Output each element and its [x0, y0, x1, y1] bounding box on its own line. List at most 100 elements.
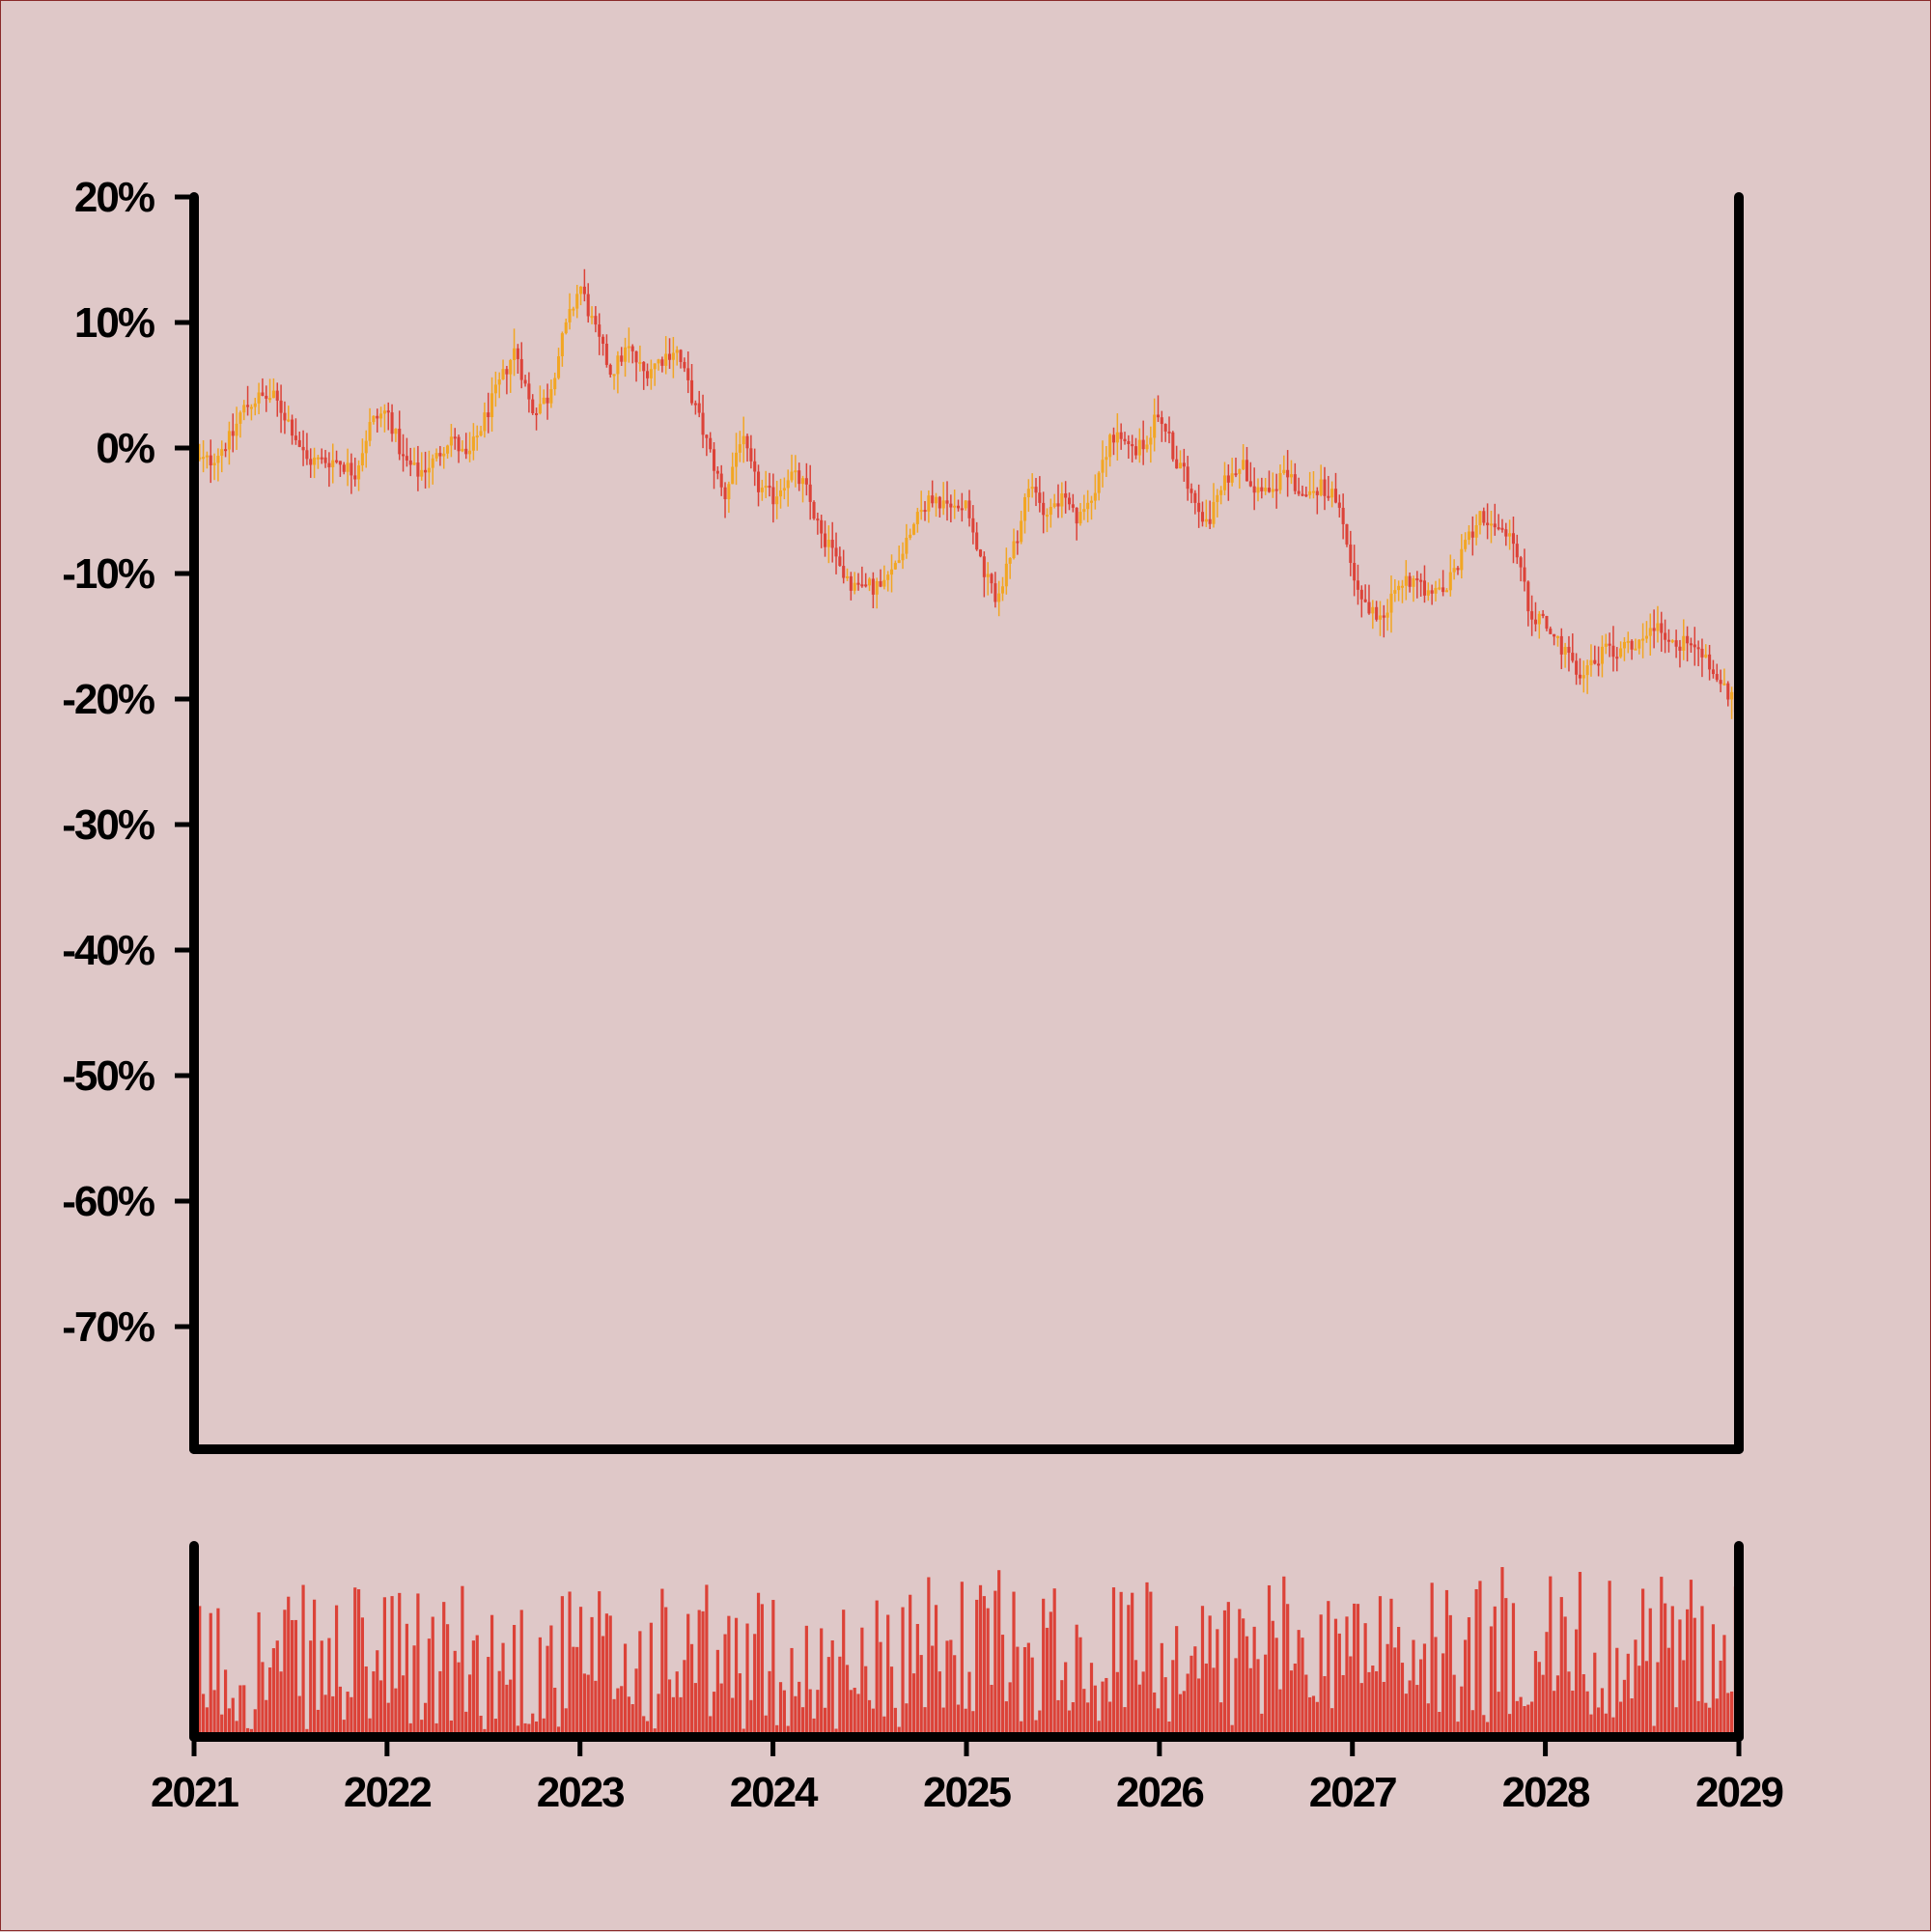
volume-bar — [1474, 1588, 1478, 1737]
candle-body — [768, 486, 771, 489]
candle-body — [202, 457, 206, 460]
candle-body — [731, 466, 735, 485]
candle-body — [283, 412, 287, 421]
volume-bar — [1670, 1606, 1674, 1737]
candle-body — [1415, 578, 1419, 581]
volume-bar — [812, 1718, 816, 1737]
candle-body — [653, 363, 657, 370]
volume-bar — [990, 1685, 993, 1737]
candle-body — [993, 583, 997, 602]
volume-bar — [1715, 1698, 1719, 1737]
volume-bar — [1686, 1609, 1690, 1737]
candle-body — [431, 458, 434, 468]
volume-bar — [905, 1703, 909, 1737]
volume-bar — [1153, 1692, 1157, 1737]
candle-body — [808, 484, 812, 502]
volume-bar — [442, 1602, 446, 1737]
candle-body — [579, 286, 583, 294]
volume-bar — [642, 1716, 646, 1737]
volume-bar — [604, 1613, 608, 1737]
candle-body — [1426, 590, 1430, 596]
volume-bar — [523, 1722, 527, 1737]
volume-bar — [1563, 1616, 1567, 1737]
volume-bar — [1726, 1693, 1730, 1737]
candle-body — [1533, 619, 1537, 625]
candle-body — [1282, 469, 1286, 474]
candle-body — [1537, 613, 1541, 625]
volume-bar — [1722, 1635, 1726, 1737]
candle-body — [1067, 497, 1072, 505]
volume-bar — [531, 1713, 535, 1737]
volume-bar — [1478, 1581, 1482, 1737]
candle-body — [1222, 475, 1227, 490]
x-tick-label: 2023 — [537, 1769, 624, 1816]
volume-bar — [875, 1600, 879, 1737]
candle-body — [287, 419, 291, 422]
candle-body — [949, 503, 953, 508]
candle-body — [823, 533, 827, 547]
candle-body — [216, 456, 220, 463]
volume-bar — [1549, 1576, 1553, 1737]
volume-bar — [408, 1722, 412, 1737]
candle-body — [1004, 563, 1008, 587]
volume-bar — [501, 1642, 505, 1737]
volume-panel — [194, 1567, 1738, 1737]
volume-bar — [297, 1695, 301, 1737]
volume-bar — [1508, 1714, 1512, 1737]
candle-body — [372, 415, 376, 423]
candle-body — [686, 368, 690, 380]
volume-bar — [1615, 1647, 1619, 1737]
candle-body — [624, 347, 628, 362]
candle-body — [975, 532, 979, 550]
volume-bar — [1345, 1616, 1349, 1737]
candle-body — [749, 448, 753, 462]
candle-body — [246, 405, 250, 407]
volume-bar — [420, 1720, 424, 1737]
volume-bar — [786, 1725, 790, 1737]
candle-body — [1286, 469, 1290, 478]
candle-body — [331, 460, 335, 467]
volume-bar — [1585, 1691, 1589, 1737]
candle-body — [475, 435, 479, 438]
candle-body — [386, 410, 390, 413]
volume-bar — [356, 1589, 361, 1737]
volume-bar — [1511, 1603, 1516, 1737]
volume-bar — [1119, 1591, 1123, 1737]
candle-body — [538, 404, 542, 414]
volume-bar — [856, 1694, 860, 1737]
candle-body — [1175, 459, 1179, 469]
volume-bar — [1234, 1658, 1238, 1737]
candle-body — [1378, 615, 1383, 620]
volume-bar — [1678, 1619, 1682, 1737]
volume-bar — [445, 1624, 450, 1737]
volume-bar — [934, 1605, 938, 1737]
candle-body — [1408, 575, 1412, 587]
volume-bar — [1434, 1637, 1438, 1737]
volume-bar — [919, 1655, 923, 1737]
candle-body — [427, 467, 431, 473]
candle-body — [594, 316, 598, 325]
candle-body — [986, 574, 990, 577]
volume-bar — [1333, 1618, 1338, 1737]
candle-body — [1234, 473, 1238, 476]
candle-body — [1666, 639, 1670, 642]
volume-bar — [800, 1707, 805, 1737]
volume-bar — [1422, 1643, 1427, 1737]
volume-bar — [1222, 1610, 1227, 1737]
volume-bar — [1644, 1661, 1649, 1737]
candle-body — [1038, 492, 1042, 503]
candle-body — [1042, 502, 1046, 516]
volume-bar — [487, 1657, 490, 1737]
candle-body — [350, 462, 353, 476]
candle-body — [953, 505, 957, 508]
candle-body — [1641, 638, 1645, 641]
volume-bar — [830, 1639, 834, 1737]
volume-bar — [1708, 1707, 1712, 1737]
candle-body — [1075, 507, 1078, 524]
candle-body — [1105, 457, 1108, 461]
candle-body — [1678, 646, 1682, 651]
volume-bar — [1622, 1679, 1627, 1737]
candle-body — [1123, 438, 1127, 441]
volume-bar — [1131, 1592, 1134, 1737]
candle-body — [1000, 586, 1005, 594]
